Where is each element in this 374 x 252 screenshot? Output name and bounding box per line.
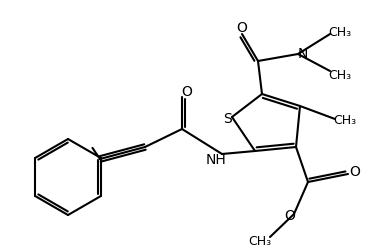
Text: CH₃: CH₃ — [248, 235, 272, 247]
Text: O: O — [285, 208, 295, 222]
Text: CH₃: CH₃ — [328, 68, 352, 81]
Text: S: S — [224, 112, 232, 125]
Text: CH₃: CH₃ — [334, 113, 356, 126]
Text: N: N — [298, 47, 308, 61]
Text: O: O — [237, 21, 248, 35]
Text: NH: NH — [206, 152, 226, 166]
Text: CH₃: CH₃ — [328, 25, 352, 38]
Text: O: O — [181, 85, 193, 99]
Text: O: O — [350, 164, 361, 178]
